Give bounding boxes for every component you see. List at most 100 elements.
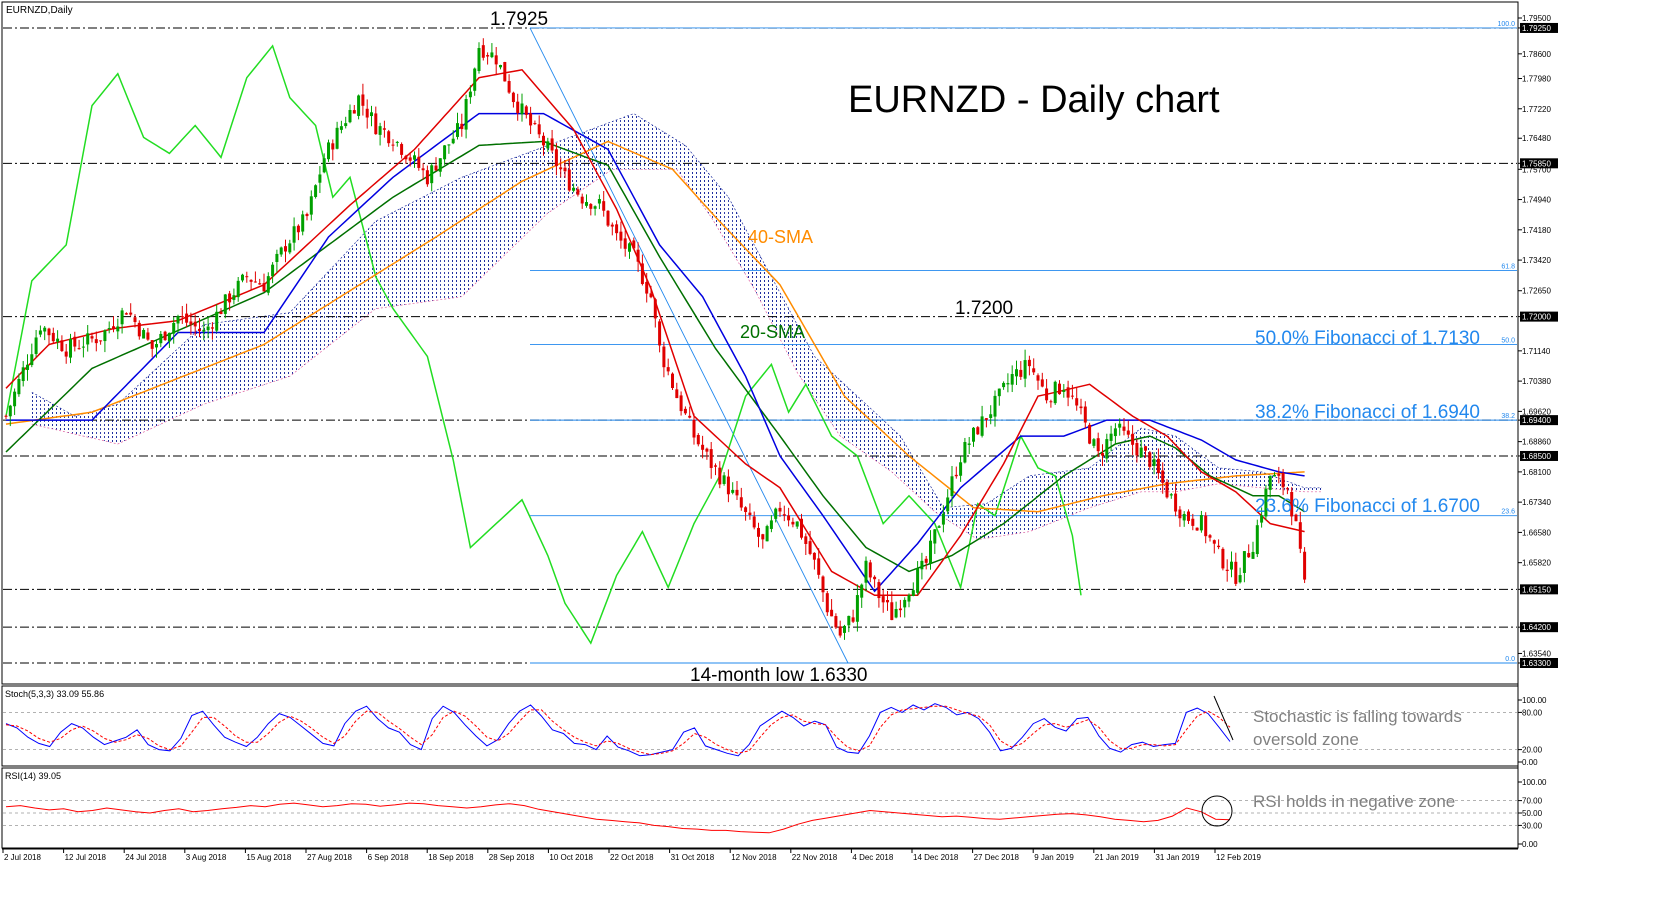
cloud-segment xyxy=(659,129,664,170)
cloud-segment xyxy=(995,495,1000,537)
cloud-segment xyxy=(543,145,548,218)
candle-body xyxy=(791,521,795,525)
candle-body xyxy=(645,281,649,294)
date-tick-label: 28 Sep 2018 xyxy=(489,853,535,862)
cloud-segment xyxy=(104,406,110,443)
cloud-segment xyxy=(324,271,329,350)
candle-body xyxy=(868,562,872,578)
candle-body xyxy=(1105,439,1109,459)
candle-body xyxy=(1281,473,1285,488)
candle-body xyxy=(1225,569,1229,571)
cloud-segment xyxy=(1038,474,1043,529)
date-tick-label: 12 Jul 2018 xyxy=(65,853,107,862)
price-tick-label: 1.65820 xyxy=(1522,559,1551,568)
cloud-segment xyxy=(900,436,905,484)
candle-body xyxy=(271,264,275,277)
cloud-segment xyxy=(1059,471,1064,520)
cloud-segment xyxy=(848,388,854,446)
cloud-segment xyxy=(337,257,342,340)
cloud-segment xyxy=(354,239,359,326)
cloud-segment xyxy=(547,143,553,214)
candle-body xyxy=(421,168,425,171)
candle-body xyxy=(825,593,829,613)
cloud-segment xyxy=(702,166,707,212)
sma40-line xyxy=(5,140,1305,513)
cloud-segment xyxy=(1102,454,1107,504)
cloud-segment xyxy=(1235,469,1241,486)
candle-body xyxy=(894,608,898,618)
candle-body xyxy=(834,616,838,628)
cloud-segment xyxy=(122,396,127,443)
candle-body xyxy=(253,281,257,283)
candle-body xyxy=(305,213,309,217)
cloud-segment xyxy=(156,364,161,427)
candle-body xyxy=(387,131,391,144)
chart-title: EURNZD - Daily chart xyxy=(848,79,1220,121)
cloud-segment xyxy=(418,196,424,303)
cloud-segment xyxy=(70,413,75,435)
cloud-segment xyxy=(431,190,436,301)
cloud-segment xyxy=(487,166,492,272)
cloud-segment xyxy=(676,140,682,176)
price-tick-label: 1.63300 xyxy=(1522,659,1551,668)
candle-body xyxy=(99,340,103,342)
cloud-segment xyxy=(629,113,634,170)
candle-body xyxy=(714,465,717,467)
cloud-segment xyxy=(1085,467,1090,510)
cloud-segment xyxy=(1244,470,1249,487)
candle-body xyxy=(1264,488,1268,517)
osc-tick-label: 20.00 xyxy=(1522,746,1543,755)
candle-body xyxy=(1002,382,1006,388)
cloud-segment xyxy=(1029,475,1034,532)
cloud-segment xyxy=(509,158,514,251)
cloud-segment xyxy=(788,308,793,364)
candle-body xyxy=(1118,423,1122,428)
candle-body xyxy=(1251,551,1255,559)
date-tick-label: 3 Aug 2018 xyxy=(186,853,227,862)
price-tick-label: 1.77980 xyxy=(1522,75,1551,84)
candle-body xyxy=(976,427,980,435)
cloud-segment xyxy=(212,322,217,402)
senkou-span-b xyxy=(31,168,1322,540)
candle-body xyxy=(507,81,511,93)
cloud-segment xyxy=(1089,464,1094,508)
cloud-segment xyxy=(835,376,841,437)
cloud-segment xyxy=(135,384,140,437)
cloud-segment xyxy=(1291,483,1296,491)
candle-body xyxy=(1208,535,1212,538)
price-tick-label: 1.72000 xyxy=(1522,313,1551,322)
candle-body xyxy=(464,99,468,130)
cloud-segment xyxy=(289,308,295,377)
cloud-segment xyxy=(259,316,264,387)
candle-body xyxy=(967,443,971,445)
candle-body xyxy=(133,317,137,323)
cloud-segment xyxy=(866,404,871,457)
candle-body xyxy=(185,313,189,323)
cloud-segment xyxy=(199,324,204,407)
cloud-segment xyxy=(775,284,780,339)
candle-body xyxy=(769,520,773,529)
price-tick-highlight xyxy=(1520,450,1558,461)
cloud-segment xyxy=(126,392,131,441)
candle-body xyxy=(1049,401,1053,403)
cloud-segment xyxy=(1063,470,1069,518)
cloud-segment xyxy=(668,134,673,170)
date-tick-label: 22 Nov 2018 xyxy=(792,853,838,862)
cloud-segment xyxy=(57,406,62,432)
cloud-segment xyxy=(285,312,290,378)
candle-body xyxy=(782,514,786,516)
cloud-segment xyxy=(724,191,729,246)
candle-body xyxy=(679,395,683,412)
osc-tick-label: 80.00 xyxy=(1522,708,1543,717)
cloud-segment xyxy=(242,318,247,392)
cloud-segment xyxy=(745,229,750,282)
candle-body xyxy=(94,339,98,344)
candle-body xyxy=(675,389,679,399)
price-tick-label: 1.77220 xyxy=(1522,105,1551,114)
cloud-segment xyxy=(522,153,527,239)
candle-body xyxy=(292,226,296,243)
candle-body xyxy=(946,497,950,512)
candle-body xyxy=(718,467,722,485)
candle-body xyxy=(709,449,713,468)
candle-body xyxy=(1161,470,1165,483)
